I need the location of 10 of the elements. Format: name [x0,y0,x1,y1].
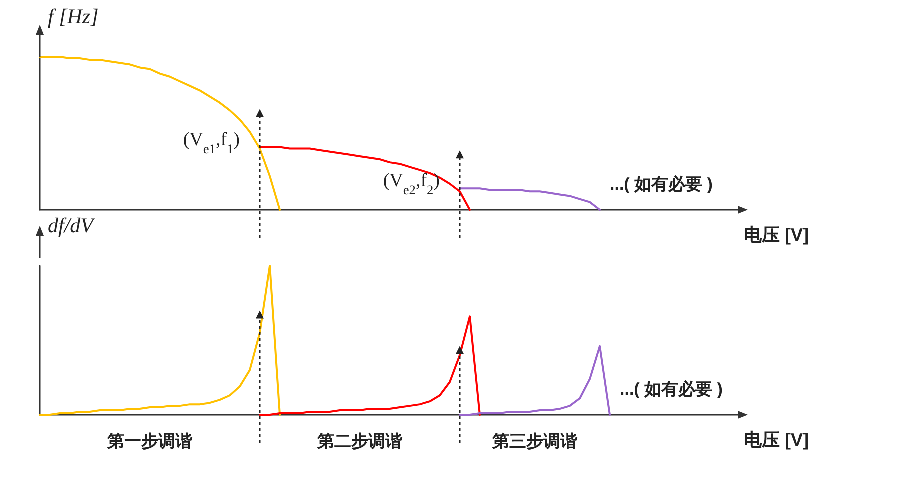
y-axis-title: f [Hz] [48,4,99,28]
annotation: ...( 如有必要 ) [620,380,723,399]
text: 第三步调谐 [492,432,578,451]
text: 第一步调谐 [106,432,194,451]
text: 第二步调谐 [316,432,404,451]
annotation: ...( 如有必要 ) [610,175,713,194]
annotation: (V$_{e1}$,f$_{1}$) [183,129,240,156]
x-axis-title: 电压 [V] [744,430,809,450]
y-axis-title: df/dV [48,214,96,238]
x-axis-title: 电压 [V] [744,225,809,245]
